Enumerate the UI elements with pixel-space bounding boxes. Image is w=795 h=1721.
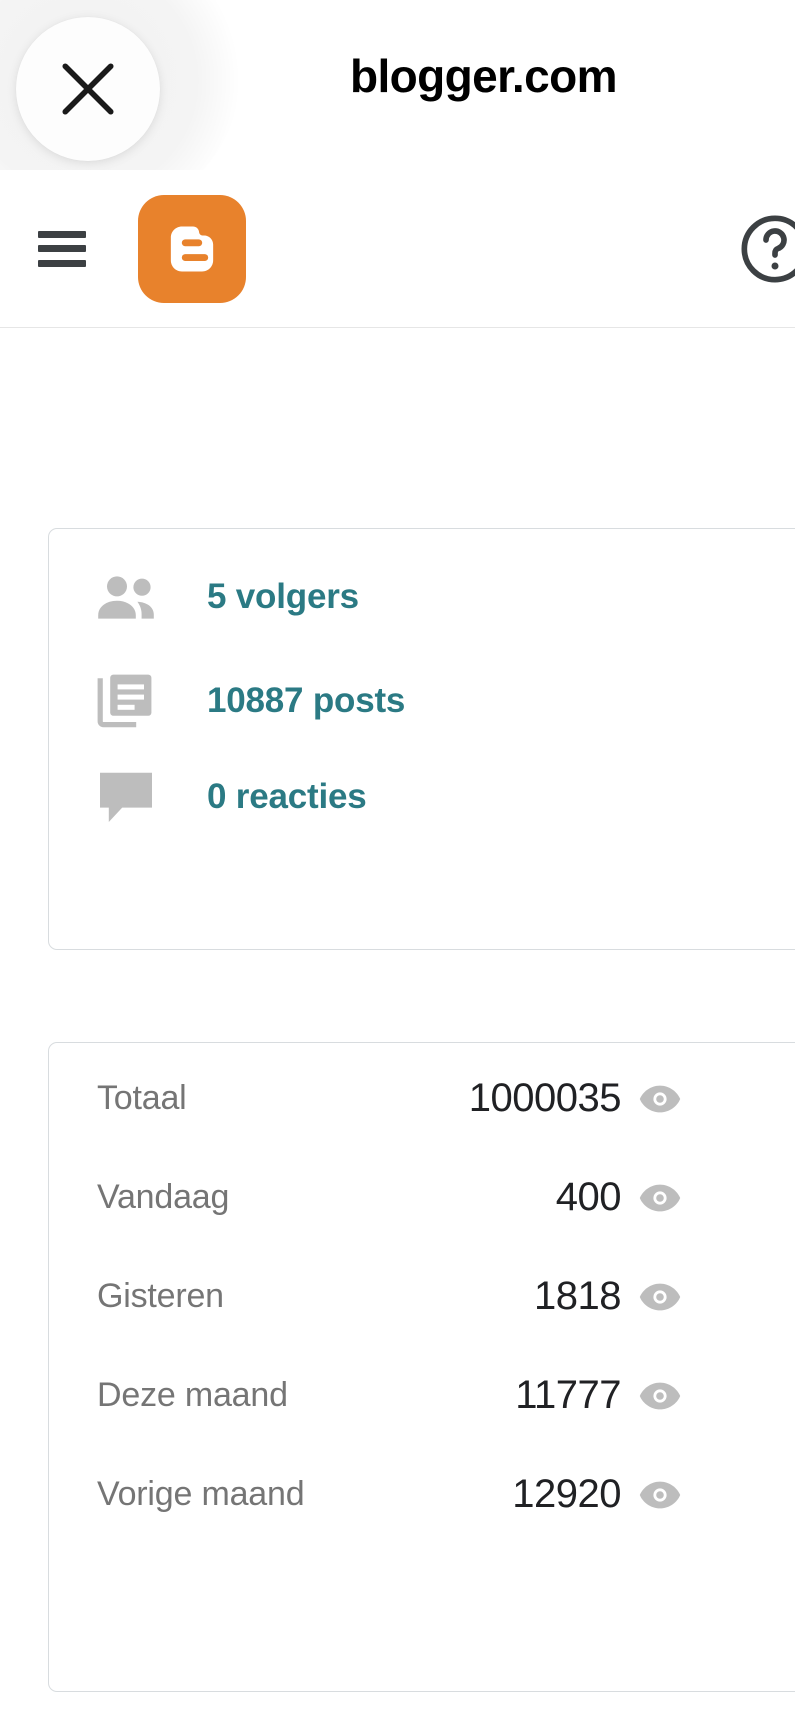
eye-icon[interactable] [639,1177,681,1219]
blogger-logo-icon[interactable] [138,194,246,303]
pageviews-card: Totaal 1000035 Vandaag 400 [48,1042,795,1692]
pageviews-value: 12920 [512,1472,621,1516]
eye-icon[interactable] [639,1375,681,1417]
comments-label: 0 reacties [207,777,367,816]
page-title: blogger.com [350,50,617,102]
table-row[interactable]: Vorige maand 12920 [49,1445,729,1544]
hamburger-menu-icon[interactable] [38,230,86,267]
table-row[interactable]: Gisteren 1818 [49,1247,729,1346]
eye-icon[interactable] [639,1078,681,1120]
eye-icon[interactable] [639,1474,681,1516]
summary-card: 5 volgers 10887 posts 0 reacties [48,528,795,950]
pageviews-label: Vandaag [97,1178,230,1216]
comments-row[interactable]: 0 reacties [97,770,367,824]
posts-label: 10887 posts [207,681,406,720]
pageviews-value-group: 1000035 [49,1076,681,1121]
eye-icon[interactable] [639,1276,681,1318]
help-button[interactable] [733,207,795,291]
app-header [0,170,795,328]
pageviews-label: Totaal [97,1079,187,1117]
table-row[interactable]: Vandaag 400 [49,1148,729,1247]
followers-label: 5 volgers [207,577,359,616]
pageviews-value: 1000035 [468,1076,622,1120]
followers-row[interactable]: 5 volgers [97,574,359,620]
table-row[interactable]: Deze maand 11777 [49,1346,729,1445]
pageviews-value-group: 400 [49,1175,681,1220]
close-button[interactable] [16,17,160,161]
posts-row[interactable]: 10887 posts [97,672,405,730]
people-icon [97,574,159,620]
pageviews-value-group: 12920 [49,1472,681,1517]
pageviews-label: Vorige maand [97,1475,305,1513]
pageviews-value: 1818 [534,1274,621,1318]
pageviews-value-group: 1818 [49,1274,681,1319]
hamburger-bar [38,259,86,267]
close-icon [49,50,127,128]
pageviews-value: 11777 [515,1373,621,1417]
pageviews-value: 400 [555,1175,622,1219]
comment-icon [97,770,159,824]
pageviews-label: Deze maand [97,1376,288,1414]
posts-icon [97,672,159,730]
hamburger-bar [38,230,86,238]
pageviews-label: Gisteren [97,1277,224,1315]
pageviews-value-group: 11777 [49,1373,681,1418]
help-circle-icon [735,209,795,289]
table-row[interactable]: Totaal 1000035 [49,1049,729,1148]
hamburger-bar [38,245,86,252]
